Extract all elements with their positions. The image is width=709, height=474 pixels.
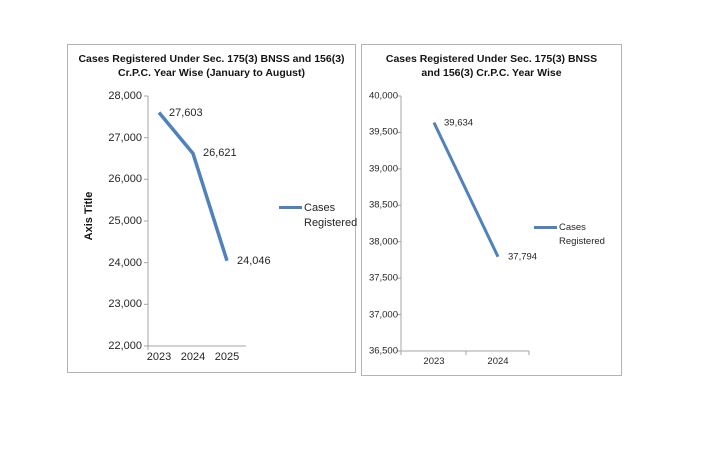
chart-title-line2: and 156(3) Cr.P.C. Year Wise <box>421 67 562 79</box>
data-point-label: 37,794 <box>508 251 538 263</box>
series-line-cases-registered <box>157 111 229 262</box>
legend-label: Cases Registered <box>559 221 605 249</box>
chart-title-line1: Cases Registered Under Sec. 175(3) BNSS <box>385 53 598 65</box>
chart-title-line2: Cr.P.C. Year Wise (January to August) <box>117 67 306 79</box>
legend-label-line1: Cases <box>304 202 336 214</box>
legend-label: Cases Registered <box>304 201 357 231</box>
series-line-cases-registered <box>432 122 500 258</box>
data-point-label: 26,621 <box>203 147 237 160</box>
x-axis-category-label: 2024 <box>180 351 206 363</box>
y-axis-tick-label: 24,000 <box>108 256 142 269</box>
y-axis-tick-label: 38,000 <box>368 236 398 248</box>
data-point-label: 27,603 <box>169 106 203 119</box>
y-axis-tick-label: 25,000 <box>108 215 142 227</box>
chart-cases-registered-year-wise: Cases Registered Under Sec. 175(3) BNSS … <box>361 44 622 376</box>
y-axis-tick-label: 27,000 <box>108 131 142 144</box>
legend-line-marker <box>279 206 302 209</box>
data-point-label: 39,634 <box>444 117 474 129</box>
y-axis-tick-label: 40,000 <box>368 90 398 102</box>
legend: Cases Registered <box>534 221 605 249</box>
x-axis-category-label: 2025 <box>214 351 240 363</box>
plot-area <box>144 95 246 350</box>
y-axis-tick-label: 36,500 <box>368 345 398 357</box>
chart-cases-registered-jan-aug: Cases Registered Under Sec. 175(3) BNSS … <box>67 44 357 373</box>
plot-area <box>397 95 530 355</box>
x-axis-category-label: 2023 <box>423 356 445 367</box>
x-axis-category-label: 2024 <box>487 356 509 367</box>
y-axis-tick-label: 39,000 <box>368 163 398 175</box>
x-axis-category-label: 2023 <box>146 351 172 363</box>
chart-title: Cases Registered Under Sec. 175(3) BNSS … <box>70 52 353 80</box>
y-axis-tick-label: 37,500 <box>368 272 398 284</box>
y-axis-tick-label: 38,500 <box>368 199 398 211</box>
y-axis-tick-label: 22,000 <box>108 340 142 352</box>
chart-title: Cases Registered Under Sec. 175(3) BNSS … <box>364 52 619 80</box>
y-axis-tick-label: 23,000 <box>108 298 142 311</box>
y-axis-tick-label: 26,000 <box>108 173 142 186</box>
y-axis-tick-label: 28,000 <box>108 90 142 102</box>
legend-label-line2: Registered <box>304 217 358 229</box>
chart-title-line1: Cases Registered Under Sec. 175(3) BNSS … <box>78 53 345 65</box>
legend-label-line1: Cases <box>559 222 586 233</box>
data-point-label: 24,046 <box>237 254 271 267</box>
y-axis-tick-label: 37,000 <box>368 309 398 321</box>
legend-label-line2: Registered <box>559 236 605 247</box>
legend-line-marker <box>534 226 557 229</box>
y-axis-tick-label: 39,500 <box>368 126 398 138</box>
legend: Cases Registered <box>279 201 357 231</box>
